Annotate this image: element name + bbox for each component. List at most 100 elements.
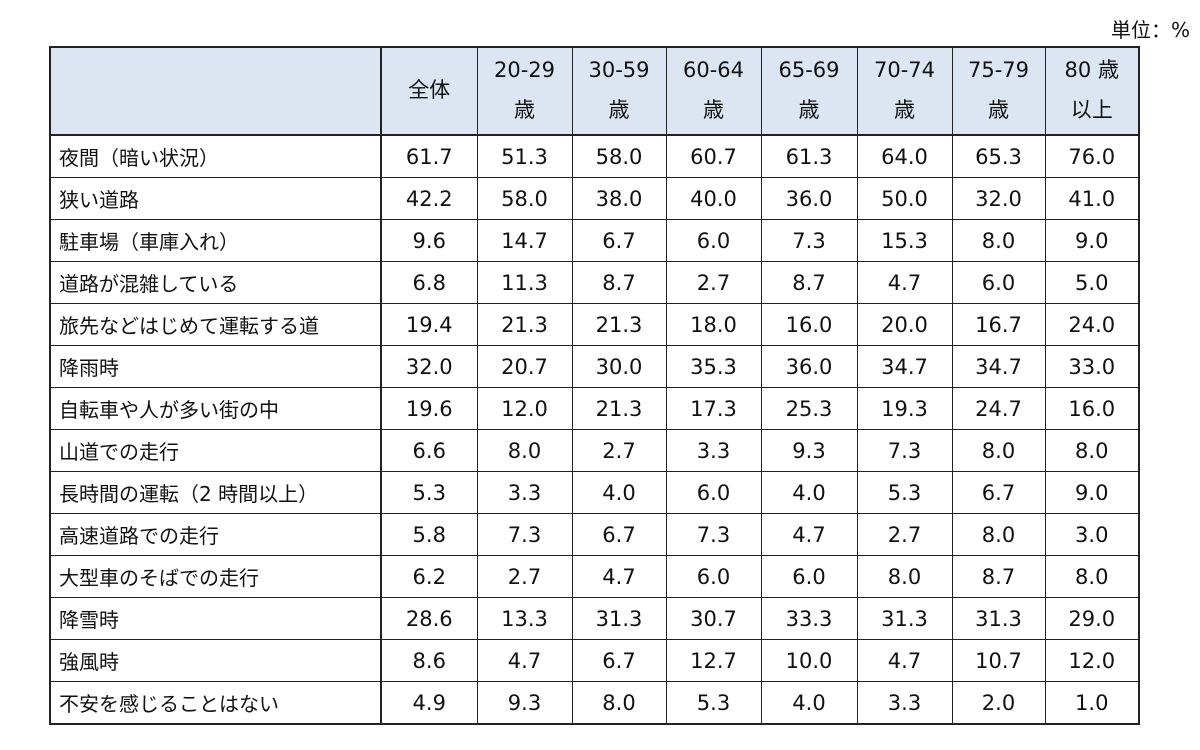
column-header-line1: 80 歳: [1064, 58, 1119, 83]
table-cell: 8.0: [856, 555, 953, 598]
table-cell: 31.3: [951, 597, 1046, 640]
table-cell: 24.7: [951, 387, 1046, 430]
column-header-line1: 70-74: [873, 58, 936, 83]
table-cell: 7.3: [856, 429, 953, 472]
table-cell: 13.3: [476, 597, 573, 640]
table-row: 高速道路での走行 5.8 7.3 6.7 7.3 4.7 2.7 8.0 3.0: [49, 513, 1140, 556]
table-cell: 6.0: [665, 219, 762, 262]
table-cell: 32.0: [380, 345, 478, 388]
table-cell: 30.7: [665, 597, 762, 640]
table-cell: 2.7: [571, 429, 667, 472]
table-cell: 20.0: [856, 303, 953, 346]
column-header: 60-64 歳: [665, 46, 762, 136]
table-cell: 10.0: [760, 639, 858, 682]
column-header-line2: 歳: [894, 98, 915, 122]
corner-cell: [49, 46, 382, 136]
column-header-line2: 歳: [798, 98, 820, 122]
table-cell: 6.7: [571, 219, 667, 262]
table-row: 夜間（暗い状況） 61.7 51.3 58.0 60.7 61.3 64.0 65.3 76.0: [49, 134, 1140, 178]
row-label: 夜間（暗い状況）: [49, 134, 382, 178]
table-cell: 50.0: [856, 177, 953, 220]
table-cell: 6.8: [380, 261, 478, 304]
table-cell: 12.0: [476, 387, 573, 430]
row-label: 不安を感じることはない: [49, 681, 382, 725]
table-cell: 36.0: [760, 345, 858, 388]
column-header: 全体: [380, 46, 478, 136]
table-cell: 3.3: [665, 429, 762, 472]
table-cell: 35.3: [665, 345, 762, 388]
table-cell: 21.3: [571, 387, 667, 430]
table-cell: 36.0: [760, 177, 858, 220]
table-cell: 38.0: [571, 177, 667, 220]
table-cell: 5.0: [1044, 261, 1140, 304]
column-header: 20-29 歳: [476, 46, 573, 136]
table-cell: 8.0: [1044, 555, 1140, 598]
data-table: 全体 20-29 歳 30-59 歳 60-64 歳 65-69 歳 70-74 歳 75-79 歳 80…: [49, 46, 1140, 725]
row-label: 長時間の運転（2 時間以上）: [49, 471, 382, 514]
table-cell: 20.7: [476, 345, 573, 388]
table-cell: 4.7: [856, 639, 953, 682]
table-cell: 8.7: [951, 555, 1046, 598]
table-row: 強風時 8.6 4.7 6.7 12.7 10.0 4.7 10.7 12.0: [49, 639, 1140, 682]
table-cell: 28.6: [380, 597, 478, 640]
row-label: 降雪時: [49, 597, 382, 640]
table-cell: 19.4: [380, 303, 478, 346]
table-cell: 17.3: [665, 387, 762, 430]
table-cell: 6.2: [380, 555, 478, 598]
table-cell: 3.0: [1044, 513, 1140, 556]
table-cell: 3.3: [856, 681, 953, 725]
table-cell: 8.0: [571, 681, 667, 725]
table-cell: 3.3: [476, 471, 573, 514]
row-label: 道路が混雑している: [49, 261, 382, 304]
column-header-line2: 以上: [1070, 98, 1113, 122]
column-header-line1: 60-64: [682, 58, 745, 83]
table-row: 山道での走行 6.6 8.0 2.7 3.3 9.3 7.3 8.0 8.0: [49, 429, 1140, 472]
table-cell: 64.0: [856, 134, 953, 178]
table-body: 夜間（暗い状況） 61.7 51.3 58.0 60.7 61.3 64.0 65.3 76.0…: [49, 134, 1140, 725]
table-cell: 5.3: [665, 681, 762, 725]
column-header: 75-79 歳: [951, 46, 1046, 136]
header-row: 全体 20-29 歳 30-59 歳 60-64 歳 65-69 歳 70-74 歳 75-79 歳 80…: [49, 46, 1140, 136]
table-cell: 8.7: [571, 261, 667, 304]
table-cell: 8.0: [951, 219, 1046, 262]
table-cell: 41.0: [1044, 177, 1140, 220]
row-label: 降雨時: [49, 345, 382, 388]
table-row: 長時間の運転（2 時間以上） 5.3 3.3 4.0 6.0 4.0 5.3 6.7 9.0: [49, 471, 1140, 514]
table-cell: 9.0: [1044, 471, 1140, 514]
table-row: 狭い道路 42.2 58.0 38.0 40.0 36.0 50.0 32.0 41.0: [49, 177, 1140, 220]
column-header-line1: 20-29: [493, 58, 556, 83]
table-cell: 16.0: [1044, 387, 1140, 430]
table-cell: 4.0: [760, 681, 858, 725]
column-header-line1: 全体: [408, 78, 451, 103]
table-cell: 8.6: [380, 639, 478, 682]
table-cell: 11.3: [476, 261, 573, 304]
table-cell: 9.3: [760, 429, 858, 472]
row-label: 強風時: [49, 639, 382, 682]
table-row: 降雪時 28.6 13.3 31.3 30.7 33.3 31.3 31.3 29.0: [49, 597, 1140, 640]
table-cell: 4.7: [760, 513, 858, 556]
table-cell: 6.0: [951, 261, 1046, 304]
table-cell: 7.3: [665, 513, 762, 556]
table-cell: 8.7: [760, 261, 858, 304]
column-header: 80 歳以上: [1044, 46, 1140, 136]
row-label: 駐車場（車庫入れ）: [49, 219, 382, 262]
row-label: 旅先などはじめて運転する道: [49, 303, 382, 346]
table-cell: 21.3: [476, 303, 573, 346]
table-row: 駐車場（車庫入れ） 9.6 14.7 6.7 6.0 7.3 15.3 8.0 9.0: [49, 219, 1140, 262]
table-cell: 4.0: [760, 471, 858, 514]
table-cell: 61.7: [380, 134, 478, 178]
table-row: 不安を感じることはない 4.9 9.3 8.0 5.3 4.0 3.3 2.0 1.0: [49, 681, 1140, 725]
table-cell: 2.7: [856, 513, 953, 556]
row-label: 自転車や人が多い街の中: [49, 387, 382, 430]
column-header-line2: 歳: [703, 98, 724, 122]
table-cell: 8.0: [1044, 429, 1140, 472]
column-header-line1: 65-69: [778, 58, 840, 83]
table-row: 旅先などはじめて運転する道 19.4 21.3 21.3 18.0 16.0 20.0 16.…: [49, 303, 1140, 346]
table-cell: 16.0: [760, 303, 858, 346]
table-cell: 6.7: [951, 471, 1046, 514]
table-cell: 6.0: [665, 471, 762, 514]
table-cell: 4.7: [476, 639, 573, 682]
table-row: 道路が混雑している 6.8 11.3 8.7 2.7 8.7 4.7 6.0 5.0: [49, 261, 1140, 304]
column-header-line2: 歳: [608, 98, 630, 122]
table-cell: 8.0: [476, 429, 573, 472]
